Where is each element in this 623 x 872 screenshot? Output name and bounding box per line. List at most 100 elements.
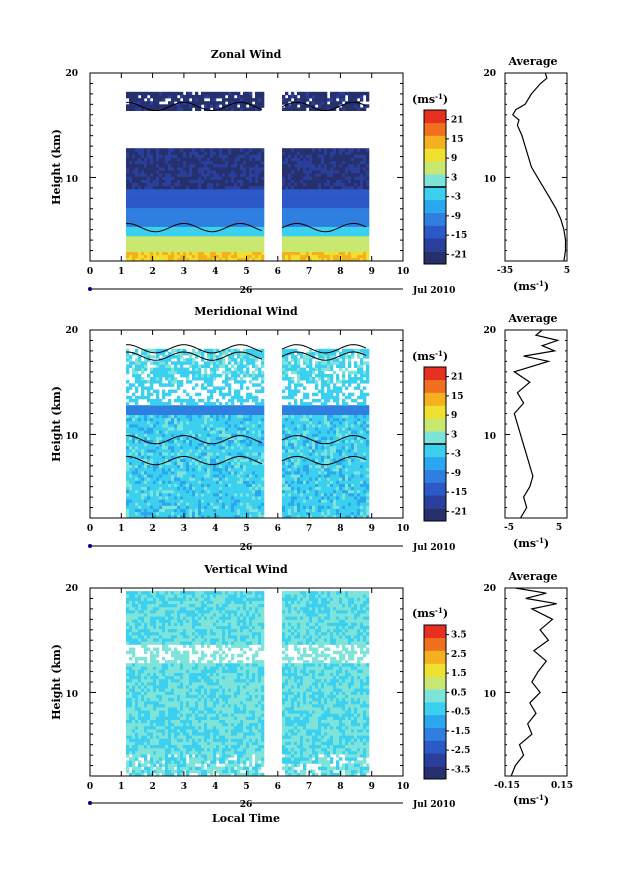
field-cell [135, 107, 139, 111]
field-cell [159, 420, 163, 425]
field-cell [330, 179, 334, 183]
field-cell [129, 424, 133, 428]
field-cell [345, 167, 349, 171]
field-cell [180, 370, 184, 375]
field-cell [180, 348, 184, 353]
field-cell [126, 471, 130, 475]
field-cell [168, 235, 172, 240]
field-cell [303, 217, 307, 221]
field-cell [222, 508, 226, 513]
field-cell [180, 351, 184, 356]
field-cell [138, 201, 142, 205]
field-cell [207, 192, 211, 196]
field-cell [159, 179, 163, 183]
field-cell [303, 201, 307, 205]
field-cell [132, 508, 136, 513]
field-cell [309, 195, 313, 199]
field-cell [177, 449, 181, 453]
field-cell [177, 192, 181, 196]
field-cell [282, 214, 286, 218]
field-cell [357, 229, 361, 234]
field-cell [135, 239, 139, 243]
field-cell [201, 458, 205, 462]
field-cell [165, 392, 169, 397]
field-cell [162, 445, 166, 450]
field-cell [240, 214, 244, 218]
field-cell [153, 235, 157, 240]
field-cell [327, 245, 331, 249]
field-cell [231, 348, 235, 353]
field-cell [135, 380, 139, 384]
field-cell [222, 364, 226, 368]
field-cell [324, 173, 328, 177]
field-cell [348, 217, 352, 221]
field-cell [312, 98, 316, 102]
field-cell [198, 370, 202, 375]
field-cell [246, 157, 250, 162]
field-cell [180, 217, 184, 221]
field-cell [129, 107, 133, 111]
field-cell [336, 154, 340, 158]
field-cell [186, 452, 190, 456]
field-cell [294, 248, 298, 252]
field-cell [234, 389, 238, 393]
field-cell [213, 351, 217, 356]
field-cell [216, 511, 220, 516]
field-cell [207, 361, 211, 365]
field-cell [141, 471, 145, 475]
field-cell [171, 163, 175, 168]
field-cell [315, 101, 319, 105]
field-cell [174, 361, 178, 365]
field-cell [147, 242, 151, 246]
field-cell [225, 505, 229, 509]
field-cell [141, 160, 145, 165]
field-cell [192, 210, 196, 215]
field-cell [318, 188, 322, 193]
field-cell [351, 176, 355, 180]
field-cell [228, 257, 232, 261]
field-cell [180, 188, 184, 193]
field-cell [195, 201, 199, 205]
field-cell [282, 207, 286, 212]
field-cell [216, 405, 220, 409]
field-cell [351, 154, 355, 158]
field-cell [348, 185, 352, 190]
field-cell [327, 235, 331, 240]
field-cell [156, 511, 160, 516]
field-cell [228, 235, 232, 240]
field-cell [144, 380, 148, 384]
field-cell [141, 499, 145, 503]
field-cell [234, 226, 238, 230]
field-cell [333, 223, 337, 227]
field-cell [132, 182, 136, 187]
field-cell [132, 98, 136, 102]
field-cell [147, 471, 151, 475]
field-cell [213, 151, 217, 155]
field-cell [348, 98, 352, 102]
field-cell [162, 477, 166, 481]
field-cell [177, 201, 181, 205]
field-cell [204, 477, 208, 481]
field-cell [216, 226, 220, 230]
field-cell [207, 414, 211, 419]
field-cell [255, 217, 259, 221]
field-cell [219, 358, 223, 362]
field-cell [318, 201, 322, 205]
field-cell [321, 220, 325, 224]
average-y-tick-top: 20 [483, 69, 496, 79]
field-cell [300, 201, 304, 205]
field-cell [318, 148, 322, 152]
field-cell [237, 98, 241, 102]
field-cell [321, 248, 325, 252]
wind-field [125, 91, 370, 261]
field-cell [348, 91, 352, 96]
field-cell [225, 508, 229, 513]
field-cell [126, 514, 130, 518]
field-cell [201, 226, 205, 230]
field-cell [201, 417, 205, 422]
field-cell [225, 480, 229, 484]
field-cell [174, 242, 178, 246]
field-cell [231, 214, 235, 218]
field-cell [183, 242, 187, 246]
field-cell [351, 185, 355, 190]
